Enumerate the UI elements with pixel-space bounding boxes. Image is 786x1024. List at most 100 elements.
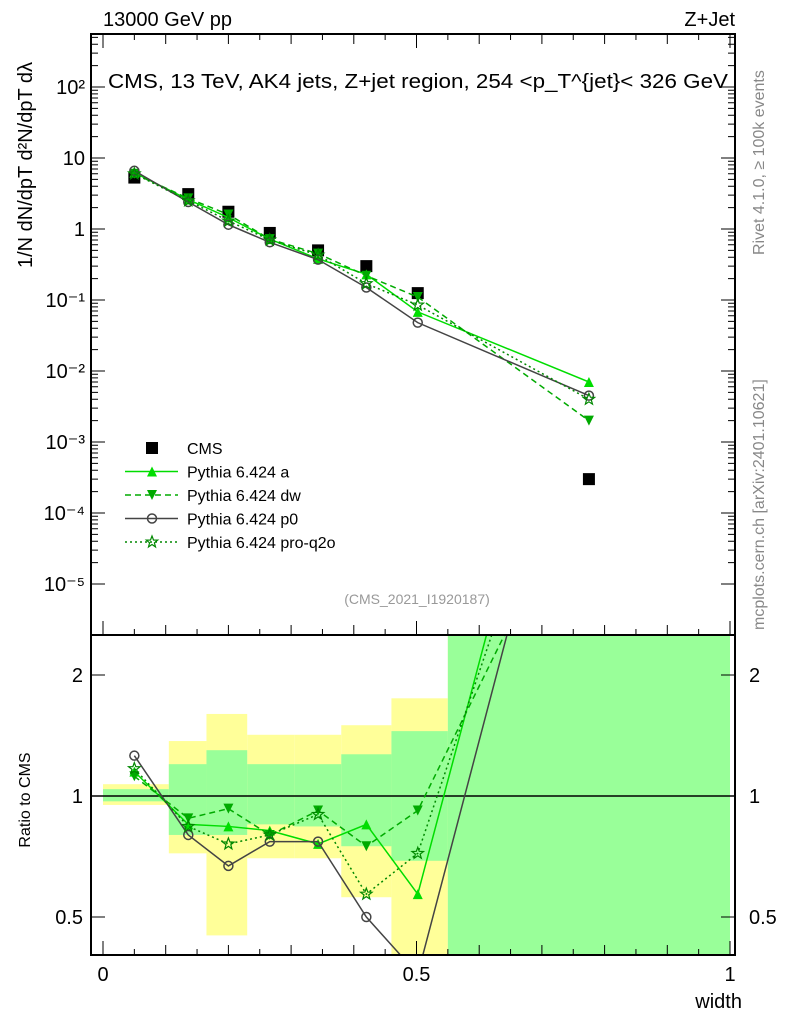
- ratio-point-3-3: [262, 827, 278, 842]
- main-point-3-5: [361, 282, 372, 293]
- main-point-4-2: [221, 213, 236, 228]
- main-ytick-label-1: 10: [63, 148, 85, 170]
- main-point-1-6: [412, 306, 423, 317]
- ratio-point-2-5: [361, 911, 372, 923]
- main-point-3-6: [412, 317, 424, 328]
- main-marks: [126, 165, 597, 486]
- main-point-4-1: [180, 192, 196, 208]
- main-point-2-6: [412, 292, 423, 303]
- header-right: Z+Jet: [684, 9, 735, 31]
- main-ytick-label-3: 10⁻¹: [46, 290, 86, 312]
- main-point-4-0: [126, 166, 142, 180]
- main-point-3-7: [583, 390, 595, 401]
- ratio-point-2-7: [584, 319, 593, 328]
- xlabel: width: [694, 991, 742, 1013]
- ratio-ytick-label-1: 1: [72, 786, 83, 808]
- ratio-point-1-7: [584, 459, 594, 469]
- ratio-line-2: [133, 635, 508, 955]
- ratio-point-2-2: [223, 860, 234, 872]
- main-ytick-label-2: 1: [74, 219, 85, 241]
- main-ytick-label-4: 10⁻²: [46, 361, 86, 383]
- ratio-line-0: [133, 635, 488, 896]
- legend-label-0: CMS: [187, 441, 223, 458]
- ratio-point-1-1: [183, 813, 194, 824]
- main-point-4-5: [358, 275, 374, 290]
- ratio-marks: [126, 244, 594, 955]
- main-ytick-label-5: 10⁻³: [46, 432, 86, 454]
- main-point-0-5: [360, 260, 373, 273]
- ratio-ytick-label-right-1: 1: [749, 786, 760, 808]
- main-point-4-6: [410, 297, 426, 312]
- main-ytick-label-7: 10⁻⁵: [44, 574, 85, 596]
- main-point-4-4: [310, 247, 326, 262]
- ratio-line-3: [133, 635, 493, 896]
- ratio-line-1: [133, 635, 506, 848]
- ratio-frame: [90, 634, 736, 956]
- main-line-3: [133, 170, 590, 397]
- ratio-point-3-2: [221, 836, 236, 851]
- main-point-3-3: [264, 237, 276, 248]
- main-ytick-label-6: 10⁻⁴: [44, 503, 85, 525]
- ratio-point-2-4: [312, 836, 324, 847]
- main-point-4-3: [262, 232, 278, 247]
- ratio-point-0-5: [361, 819, 372, 830]
- main-line-2: [134, 173, 590, 422]
- xtick-label-2: 1: [724, 964, 735, 986]
- ratio-ytick-label-2: 2: [72, 665, 83, 687]
- ratio-ytick-label-right-0: 0.5: [749, 907, 777, 929]
- ratio-point-1-6: [412, 805, 423, 816]
- rivet-label: Rivet 4.1.0, ≥ 100k events: [751, 70, 768, 255]
- main-point-4-7: [581, 391, 597, 406]
- legend-label-3: Pythia 6.424 p0: [187, 512, 298, 529]
- main-point-2-4: [313, 248, 324, 259]
- xtick-label-0: 0: [97, 964, 108, 986]
- ratio-point-3-4: [310, 806, 326, 821]
- main-ytick-label-0: 10²: [56, 77, 85, 99]
- legend-marker-1: [147, 466, 157, 477]
- ratio-point-0-7: [584, 244, 594, 254]
- main-point-2-7: [583, 415, 594, 426]
- ratio-point-3-6: [410, 845, 426, 860]
- stat-band-bin-2: [206, 750, 248, 835]
- ratio-point-3-7: [583, 342, 594, 353]
- legend-marker-3: [146, 513, 158, 524]
- stat-band-bin-0: [103, 789, 169, 802]
- ratio-point-2-0: [129, 750, 140, 761]
- plot-title: CMS, 13 TeV, AK4 jets, Z+jet region, 254…: [108, 71, 729, 93]
- legend-label-1: Pythia 6.424 a: [187, 465, 289, 482]
- main-point-2-5: [361, 270, 372, 281]
- main-point-2-3: [264, 234, 275, 245]
- ratio-point-0-6: [412, 889, 423, 900]
- stat-band-bin-3: [247, 764, 295, 825]
- ratio-point-3-1: [180, 818, 196, 833]
- main-ylabel: 1/N dN/dpT d²N/dpT dλ: [15, 62, 37, 268]
- ratio-ytick-label-0: 0.5: [55, 907, 83, 929]
- ratio-point-3-0: [126, 760, 142, 775]
- ratio-point-0-2: [223, 821, 234, 832]
- ratio-ytick-label-right-2: 2: [749, 665, 760, 687]
- legend-marker-2: [147, 490, 157, 500]
- analysis-id: (CMS_2021_I1920187): [344, 591, 490, 607]
- main-point-1-7: [583, 376, 594, 387]
- main-line-4: [134, 173, 590, 400]
- ratio-bands: [91, 635, 735, 955]
- ratio-ylabel: Ratio to CMS: [17, 752, 34, 847]
- ratio-point-2-1: [183, 829, 194, 841]
- xtick-label-1: 0.5: [403, 964, 431, 986]
- mcplots-label: mcplots.cern.ch [arXiv:2401.10621]: [751, 379, 768, 630]
- stat-band-bin-7: [447, 635, 730, 955]
- ratio-point-1-2: [223, 803, 234, 814]
- ratio-point-1-4: [313, 805, 324, 816]
- legend-marker-0: [146, 442, 158, 454]
- axes: 10² 10 1 10⁻¹ 10⁻² 10⁻³ 10⁻⁴ 10⁻⁵ 0.5 0.5 1 1 2 2 0 0.5…: [44, 33, 777, 986]
- main-point-3-1: [183, 196, 194, 208]
- main-point-3-2: [223, 219, 234, 230]
- legend-marker-4: [144, 534, 160, 549]
- ratio-point-3-5: [358, 886, 374, 901]
- legend-label-2: Pythia 6.424 dw: [187, 488, 301, 505]
- ratio-point-1-5: [361, 841, 372, 852]
- header-left: 13000 GeV pp: [103, 9, 232, 31]
- ratio-point-1-0: [129, 771, 140, 782]
- main-line-1: [134, 172, 590, 383]
